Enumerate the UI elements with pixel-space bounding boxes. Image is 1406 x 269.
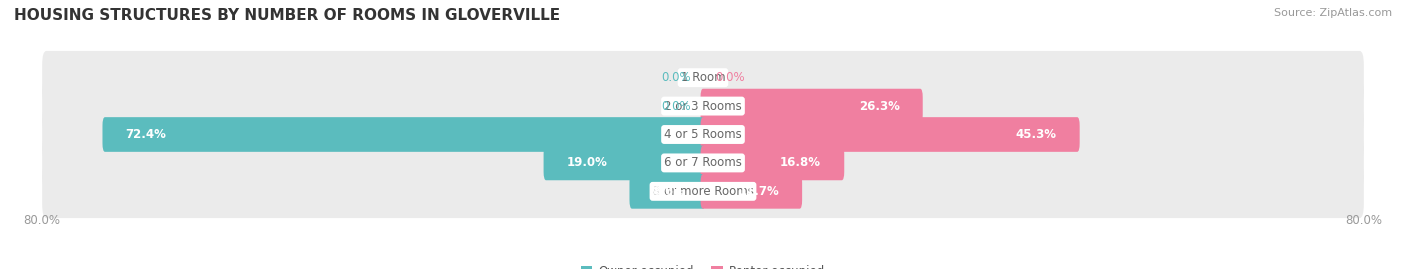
- FancyBboxPatch shape: [42, 79, 1364, 133]
- Text: HOUSING STRUCTURES BY NUMBER OF ROOMS IN GLOVERVILLE: HOUSING STRUCTURES BY NUMBER OF ROOMS IN…: [14, 8, 560, 23]
- FancyBboxPatch shape: [42, 165, 1364, 218]
- Text: 45.3%: 45.3%: [1015, 128, 1056, 141]
- Text: 0.0%: 0.0%: [716, 71, 745, 84]
- Text: Source: ZipAtlas.com: Source: ZipAtlas.com: [1274, 8, 1392, 18]
- Text: 16.8%: 16.8%: [780, 156, 821, 169]
- Text: 6 or 7 Rooms: 6 or 7 Rooms: [664, 156, 742, 169]
- Text: 4 or 5 Rooms: 4 or 5 Rooms: [664, 128, 742, 141]
- FancyBboxPatch shape: [700, 117, 1080, 152]
- Text: 8.6%: 8.6%: [652, 185, 686, 198]
- Text: 0.0%: 0.0%: [661, 71, 690, 84]
- Text: 11.7%: 11.7%: [738, 185, 779, 198]
- Text: 19.0%: 19.0%: [567, 156, 607, 169]
- Text: 0.0%: 0.0%: [661, 100, 690, 113]
- FancyBboxPatch shape: [630, 174, 706, 209]
- FancyBboxPatch shape: [42, 51, 1364, 104]
- Text: 2 or 3 Rooms: 2 or 3 Rooms: [664, 100, 742, 113]
- Text: 1 Room: 1 Room: [681, 71, 725, 84]
- Text: 72.4%: 72.4%: [125, 128, 166, 141]
- Text: 8 or more Rooms: 8 or more Rooms: [652, 185, 754, 198]
- FancyBboxPatch shape: [700, 174, 801, 209]
- FancyBboxPatch shape: [700, 89, 922, 123]
- Text: 26.3%: 26.3%: [859, 100, 900, 113]
- FancyBboxPatch shape: [103, 117, 706, 152]
- FancyBboxPatch shape: [42, 136, 1364, 190]
- FancyBboxPatch shape: [42, 108, 1364, 161]
- Legend: Owner-occupied, Renter-occupied: Owner-occupied, Renter-occupied: [576, 260, 830, 269]
- FancyBboxPatch shape: [700, 146, 844, 180]
- FancyBboxPatch shape: [544, 146, 706, 180]
